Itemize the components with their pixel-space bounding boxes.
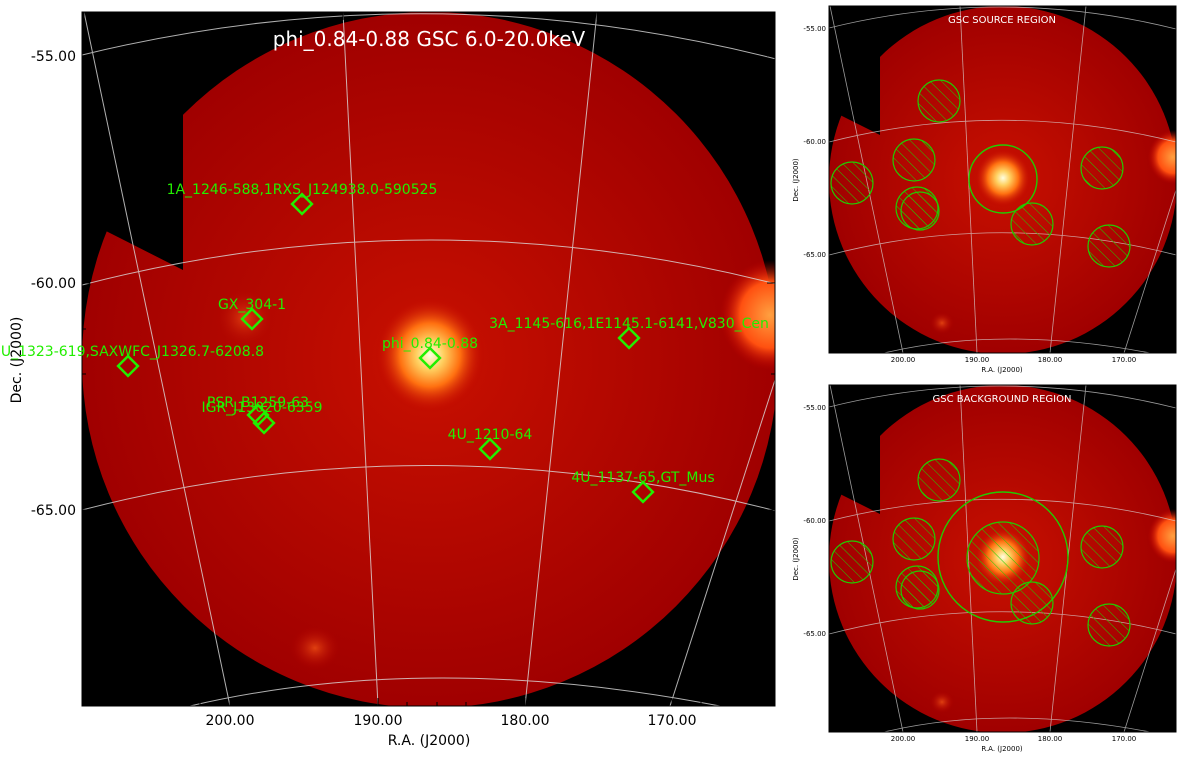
source-marker <box>290 192 314 216</box>
source-exclusion-regions <box>830 79 1131 268</box>
source-marker <box>617 326 641 350</box>
exclusion-circle <box>892 138 936 182</box>
background-region-panel: GSC BACKGROUND REGION -55.00 -60.00 -65.… <box>792 384 1177 753</box>
source-marker <box>631 480 655 504</box>
exclusion-circle <box>1010 202 1054 246</box>
background-ytick-label: -60.00 <box>803 517 826 525</box>
exclusion-circle <box>900 191 940 231</box>
background-ytick-label: -65.00 <box>803 630 826 638</box>
background-faint-source <box>930 691 954 713</box>
main-bright-source <box>375 297 485 413</box>
source-ytick-label: -55.00 <box>803 25 826 33</box>
exclusion-circle <box>1087 224 1131 268</box>
exclusion-circle <box>830 161 874 205</box>
source-label: GX_304-1 <box>218 297 286 313</box>
main-x-axis-label: R.A. (J2000) <box>388 733 471 749</box>
source-label: 4U_1210-64 <box>448 427 533 443</box>
main-mask-notch <box>82 12 200 270</box>
source-extraction-circle <box>968 144 1038 214</box>
main-frame <box>81 11 776 707</box>
exclusion-circle <box>1087 603 1131 647</box>
main-y-axis-label: Dec. (J2000) <box>9 317 25 404</box>
source-xtick-label: 170.00 <box>1112 356 1137 364</box>
main-title: phi_0.84-0.88 GSC 6.0-20.0keV <box>273 27 586 51</box>
source-edge-source <box>1148 130 1176 184</box>
main-xtick-label: 190.00 <box>354 713 403 729</box>
main-xtick-label: 170.00 <box>648 713 697 729</box>
exclusion-circle <box>917 79 961 123</box>
source-label: 4U_1137-65,GT_Mus <box>571 470 714 486</box>
main-ytick-label: -60.00 <box>31 276 76 292</box>
background-xtick-label: 200.00 <box>891 735 916 743</box>
main-ytick-label: -65.00 <box>31 503 76 519</box>
source-bright-source <box>975 149 1031 207</box>
source-label: 4U_1323-619,SAXWFC_J1326.7-6208.8 <box>0 344 264 360</box>
source-marker <box>240 307 264 331</box>
exclusion-circle <box>900 570 940 610</box>
background-y-axis-label: Dec. (J2000) <box>792 537 800 581</box>
main-panel: -55.00 -60.00 -65.00 200.00 190.00 180.0… <box>0 11 776 749</box>
exclusion-circle <box>917 458 961 502</box>
main-y-ticks <box>82 55 775 692</box>
main-xtick-label: 200.00 <box>206 713 255 729</box>
source-faint-source <box>930 312 954 334</box>
source-xtick-label: 180.00 <box>1038 356 1063 364</box>
background-x-axis-label: R.A. (J2000) <box>981 745 1023 753</box>
background-xtick-label: 180.00 <box>1038 735 1063 743</box>
source-frame <box>828 5 1177 354</box>
exclusion-circle <box>830 540 874 584</box>
source-marker <box>418 346 442 370</box>
source-label: PSR_B1259-63 <box>207 395 309 411</box>
source-marker <box>252 411 276 435</box>
background-xtick-label: 190.00 <box>965 735 990 743</box>
source-y-axis-label: Dec. (J2000) <box>792 158 800 202</box>
source-marker <box>478 437 502 461</box>
source-marker <box>116 354 140 378</box>
background-annulus-outer <box>937 491 1069 623</box>
exclusion-circle <box>1080 146 1124 190</box>
background-panel-title: GSC BACKGROUND REGION <box>933 394 1072 405</box>
main-grid <box>82 12 775 706</box>
source-panel-title: GSC SOURCE REGION <box>948 15 1056 26</box>
main-xtick-label: 180.00 <box>501 713 550 729</box>
main-edge-source <box>720 260 775 370</box>
exclusion-circle <box>1010 581 1054 625</box>
source-ytick-label: -60.00 <box>803 138 826 146</box>
background-ytick-label: -55.00 <box>803 404 826 412</box>
source-region-panel: GSC SOURCE REGION -55.00 -60.00 -65.00 2… <box>792 5 1177 374</box>
source-label: IGR_J13020-6359 <box>201 400 322 416</box>
main-x-ticks <box>83 12 761 706</box>
source-markers <box>116 192 655 504</box>
background-exclusion-regions <box>830 458 1131 647</box>
source-marker <box>246 403 270 427</box>
source-xtick-label: 190.00 <box>965 356 990 364</box>
source-label: phi_0.84-0.88 <box>382 336 478 352</box>
main-ytick-label: -55.00 <box>31 49 76 65</box>
source-x-axis-label: R.A. (J2000) <box>981 366 1023 374</box>
main-faint-source <box>215 288 275 348</box>
background-edge-source <box>1148 509 1176 563</box>
source-label: 1A_1246-588,1RXS_J124938.0-590525 <box>167 182 438 198</box>
source-xtick-label: 200.00 <box>891 356 916 364</box>
exclusion-circle <box>966 521 1040 595</box>
main-faint-source-2 <box>290 626 340 670</box>
source-mask-notch <box>829 6 888 135</box>
background-mask-notch <box>829 385 888 514</box>
exclusion-circle <box>892 517 936 561</box>
background-xtick-label: 170.00 <box>1112 735 1137 743</box>
exclusion-circle <box>1080 525 1124 569</box>
background-frame <box>828 384 1177 733</box>
source-label: 3A_1145-616,1E1145.1-6141,V830_Cen <box>489 316 769 332</box>
source-ytick-label: -65.00 <box>803 251 826 259</box>
